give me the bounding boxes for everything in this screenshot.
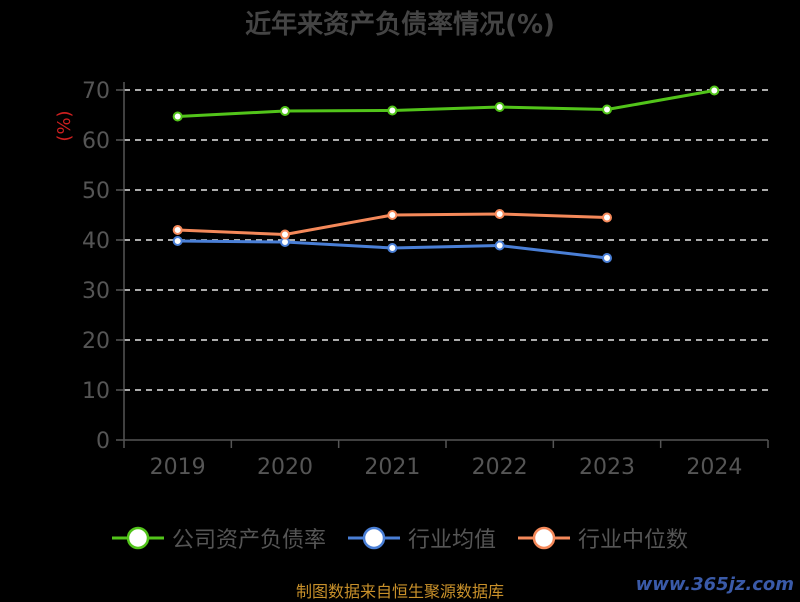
series-lines bbox=[172, 85, 720, 263]
data-point bbox=[494, 102, 505, 112]
data-point bbox=[172, 225, 183, 235]
data-point bbox=[709, 85, 720, 96]
y-tick-label: 60 bbox=[82, 129, 110, 154]
y-tick-label: 20 bbox=[82, 329, 110, 354]
legend-label: 行业均值 bbox=[407, 528, 496, 553]
legend-marker-icon bbox=[347, 526, 400, 550]
y-tick-label: 40 bbox=[82, 229, 110, 254]
y-axis-label: (%) bbox=[54, 110, 75, 141]
data-point bbox=[172, 111, 183, 122]
legend-item[interactable]: 公司资产负债率 bbox=[111, 522, 326, 554]
data-point bbox=[280, 229, 290, 240]
y-tick-label: 50 bbox=[82, 179, 110, 204]
y-tick-label: 70 bbox=[82, 79, 110, 104]
x-tick-label: 2023 bbox=[579, 455, 635, 480]
x-tick-label: 2024 bbox=[686, 455, 742, 480]
y-tick-label: 10 bbox=[82, 379, 110, 404]
x-tick-label: 2020 bbox=[257, 455, 313, 480]
legend-label: 公司资产负债率 bbox=[171, 528, 326, 553]
data-point bbox=[387, 243, 398, 253]
series-line bbox=[177, 89, 715, 118]
x-tick-label: 2021 bbox=[364, 455, 420, 480]
y-tick-label: 0 bbox=[96, 429, 110, 454]
watermark: www.365jz.com bbox=[635, 574, 794, 595]
data-point bbox=[602, 104, 612, 115]
data-point bbox=[172, 236, 183, 246]
data-point bbox=[387, 105, 398, 116]
data-point bbox=[602, 212, 612, 223]
legend-marker-icon bbox=[111, 526, 164, 550]
data-point bbox=[280, 106, 290, 116]
legend-item[interactable]: 行业均值 bbox=[347, 522, 496, 554]
data-source-note: 制图数据来自恒生聚源数据库 bbox=[295, 582, 504, 601]
data-point bbox=[602, 253, 612, 263]
data-point bbox=[387, 210, 398, 220]
axes: 0 10 20 30 40 50 60 70 2019 2020 2021 2022 2023 2024 bbox=[82, 79, 769, 480]
data-point bbox=[494, 240, 505, 251]
y-tick-label: 30 bbox=[82, 279, 110, 304]
x-tick-label: 2019 bbox=[150, 455, 206, 480]
legend-label: 行业中位数 bbox=[578, 528, 689, 553]
chart-title: 近年来资产负债率情况(%) bbox=[245, 10, 555, 40]
gridlines bbox=[124, 89, 768, 391]
legend-item[interactable]: 行业中位数 bbox=[518, 522, 688, 554]
legend: 公司资产负债率 行业均值 行业中位数 bbox=[0, 518, 800, 558]
data-point bbox=[494, 209, 505, 219]
x-tick-label: 2022 bbox=[472, 455, 528, 480]
legend-marker-icon bbox=[518, 526, 570, 550]
